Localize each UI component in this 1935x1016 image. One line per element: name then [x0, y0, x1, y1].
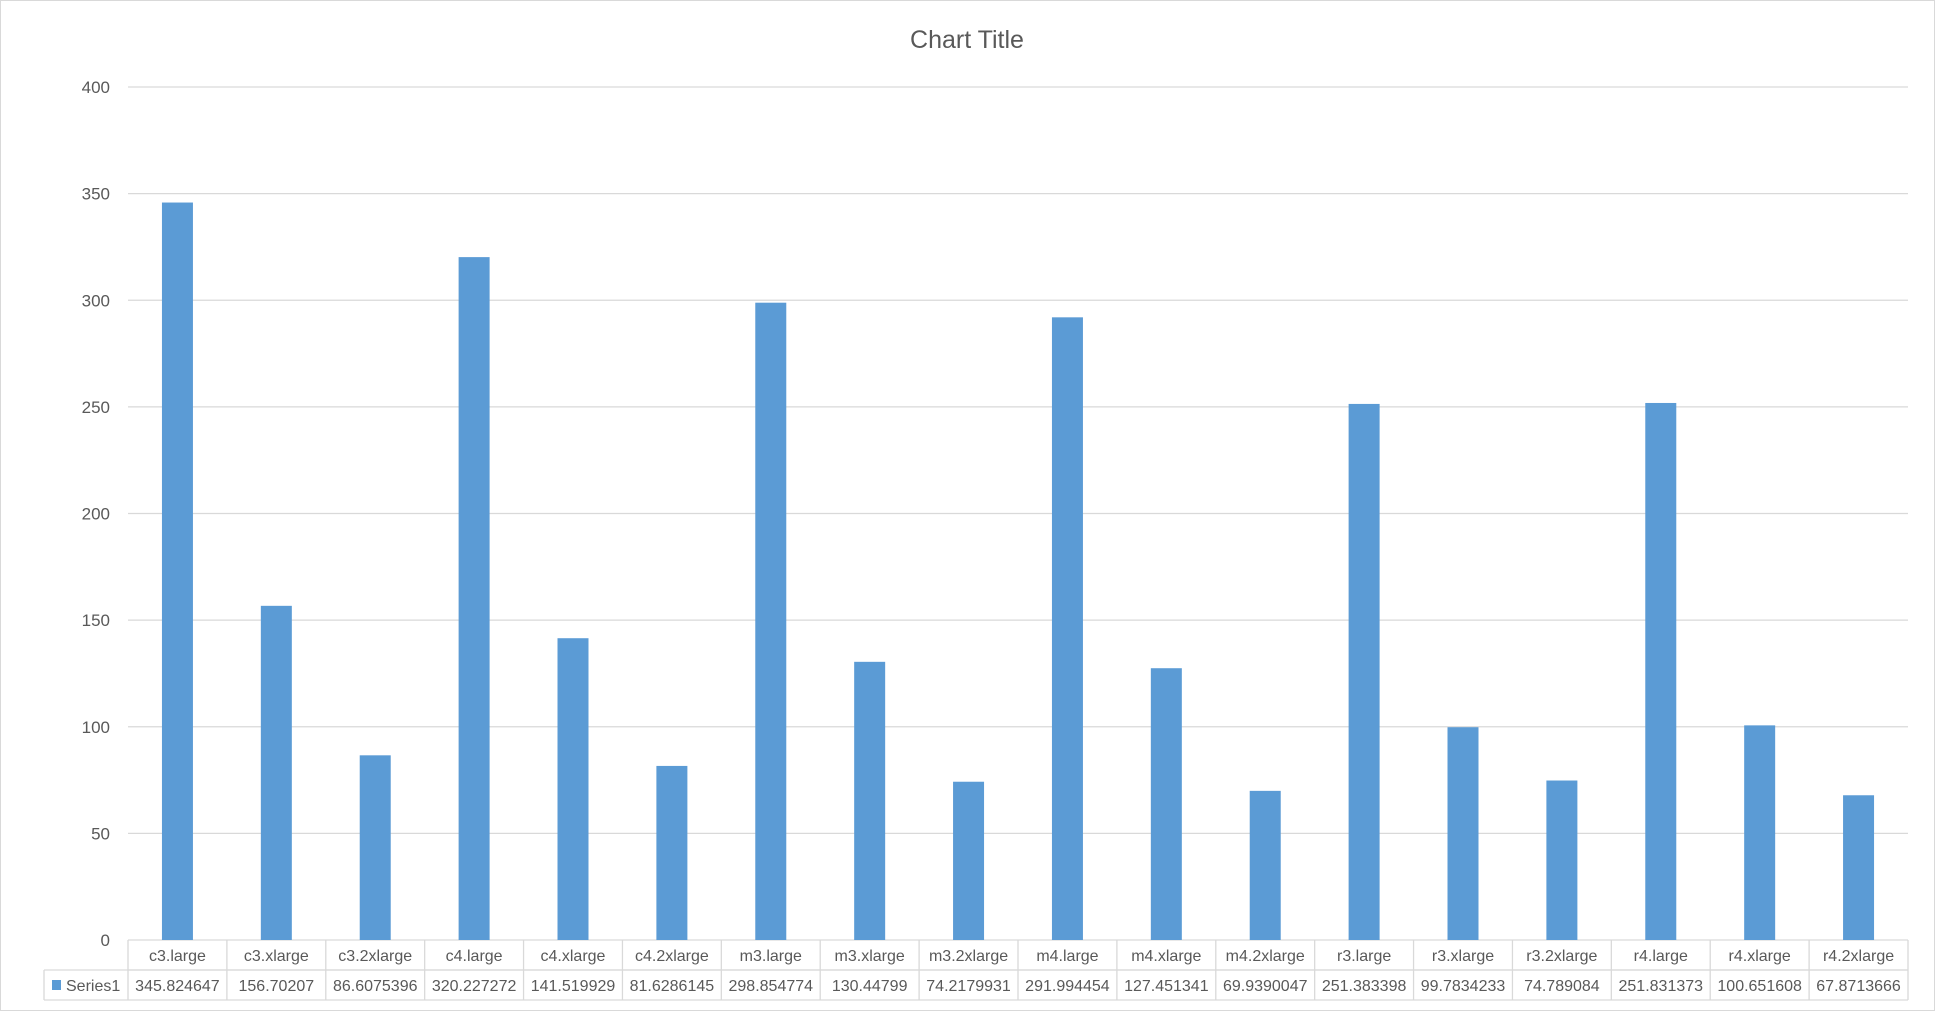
category-label: r3.xlarge [1432, 948, 1494, 965]
y-tick-label: 100 [82, 718, 110, 737]
category-label: r4.xlarge [1729, 948, 1791, 965]
data-table-value: 127.451341 [1124, 978, 1209, 995]
category-label: m3.2xlarge [929, 948, 1008, 965]
y-axis-tick-labels: 0 50 100 150 200 250 300 350 400 [82, 78, 110, 950]
y-tick-label: 0 [101, 931, 110, 950]
data-table-value: 100.651608 [1717, 978, 1802, 995]
data-table-value: 74.789084 [1524, 978, 1600, 995]
category-label: r3.2xlarge [1526, 948, 1597, 965]
data-table-value: 74.2179931 [926, 978, 1011, 995]
category-label: m3.large [740, 948, 802, 965]
data-table-value: 291.994454 [1025, 978, 1110, 995]
category-label: c4.xlarge [541, 948, 606, 965]
category-label: m4.xlarge [1131, 948, 1201, 965]
data-table-value: 345.824647 [135, 978, 220, 995]
bar-c4.2xlarge [656, 765, 688, 940]
y-tick-label: 400 [82, 78, 110, 97]
bar-r4.2xlarge [1843, 795, 1875, 940]
data-table: c3.large 345.824647 c3.xlarge 156.70207 c3.2… [43, 940, 1909, 1001]
y-tick-label: 300 [82, 291, 110, 310]
bar-r4.xlarge [1744, 725, 1776, 940]
bar-m4.2xlarge [1249, 790, 1281, 940]
bar-m3.large [755, 302, 787, 940]
category-label: c4.2xlarge [635, 948, 709, 965]
bar-r3.large [1348, 403, 1380, 940]
data-table-value: 99.7834233 [1421, 978, 1506, 995]
bar-m4.large [1051, 317, 1083, 940]
bar-c4.large [458, 257, 490, 940]
category-label: r4.2xlarge [1823, 948, 1894, 965]
bar-m3.2xlarge [953, 781, 985, 940]
bar-c4.xlarge [557, 638, 589, 940]
bar-c3.xlarge [260, 605, 292, 940]
data-table-value: 320.227272 [432, 978, 517, 995]
legend-key [52, 980, 61, 990]
chart-title: Chart Title [910, 26, 1024, 54]
bar-c3.2xlarge [359, 755, 391, 940]
category-label: c3.2xlarge [338, 948, 412, 965]
legend-series-name: Series1 [66, 978, 120, 995]
data-table-value: 86.6075396 [333, 978, 418, 995]
bar-r3.2xlarge [1546, 780, 1578, 940]
y-tick-label: 150 [82, 611, 110, 630]
bar-r4.large [1645, 402, 1677, 940]
data-table-value: 251.383398 [1322, 978, 1407, 995]
data-table-value: 251.831373 [1619, 978, 1704, 995]
bar-series [161, 202, 1875, 941]
data-table-value: 298.854774 [729, 978, 814, 995]
data-table-value: 141.519929 [531, 978, 616, 995]
data-table-value: 130.44799 [832, 978, 908, 995]
category-label: c3.large [149, 948, 206, 965]
category-label: m3.xlarge [835, 948, 905, 965]
y-tick-label: 250 [82, 398, 110, 417]
category-label: c4.large [446, 948, 503, 965]
category-label: r4.large [1634, 948, 1688, 965]
category-label: c3.xlarge [244, 948, 309, 965]
data-table-value: 81.6286145 [630, 978, 715, 995]
data-table-value: 156.70207 [239, 978, 315, 995]
category-label: m4.large [1036, 948, 1098, 965]
data-table-value: 69.9390047 [1223, 978, 1308, 995]
bar-m3.xlarge [854, 661, 886, 940]
y-tick-label: 50 [91, 824, 110, 843]
bar-c3.large [161, 202, 193, 941]
category-label: r3.large [1337, 948, 1391, 965]
bar-r3.xlarge [1447, 727, 1479, 940]
y-tick-label: 200 [82, 505, 110, 524]
category-label: m4.2xlarge [1226, 948, 1305, 965]
data-table-value: 67.8713666 [1816, 978, 1901, 995]
bar-m4.xlarge [1150, 668, 1182, 940]
y-tick-label: 350 [82, 185, 110, 204]
